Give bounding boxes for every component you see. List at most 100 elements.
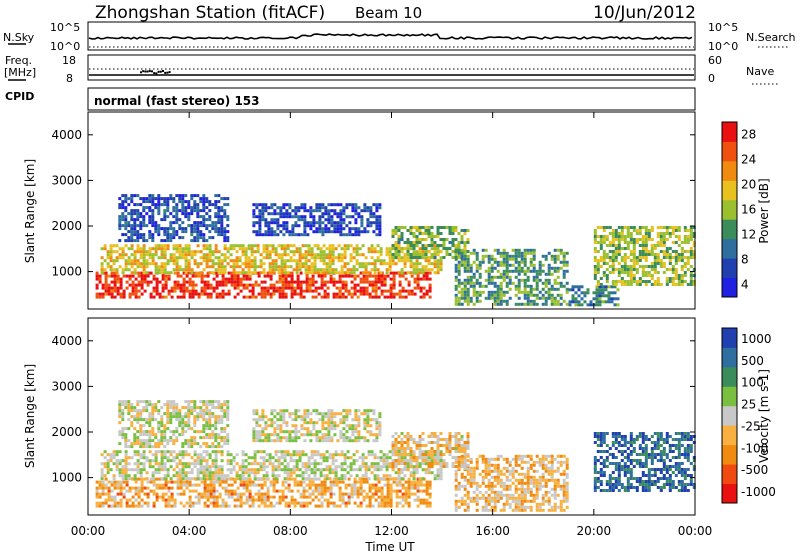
- nsearch-tick-top: 10^5: [708, 21, 738, 34]
- nsky-trace: [88, 33, 693, 40]
- heatmap-cell: [205, 200, 209, 204]
- heatmap-cell: [100, 262, 104, 266]
- heatmap-cell: [626, 244, 630, 247]
- heatmap-cell: [493, 293, 497, 297]
- heatmap-cell: [328, 256, 332, 260]
- heatmap-cell: [349, 465, 353, 469]
- heatmap-cell: [394, 232, 398, 235]
- heatmap-cell: [199, 471, 203, 475]
- heatmap-cell: [517, 248, 521, 252]
- heatmap-cell: [328, 465, 332, 469]
- freq-panel-frame: [87, 54, 696, 81]
- heatmap-cell: [190, 224, 194, 228]
- heatmap-cell: [124, 200, 128, 204]
- heatmap-cell: [347, 477, 351, 481]
- heatmap-cell: [142, 206, 146, 210]
- heatmap-cell: [251, 495, 255, 499]
- heatmap-cell: [127, 439, 131, 443]
- heatmap-cell: [317, 486, 321, 490]
- heatmap-cell: [644, 253, 648, 256]
- heatmap-cell: [386, 504, 390, 508]
- heatmap-cell: [410, 274, 414, 278]
- heatmap-cell: [256, 247, 260, 251]
- heatmap-cell: [469, 263, 473, 267]
- heatmap-cell: [103, 465, 107, 469]
- heatmap-cell: [167, 480, 171, 484]
- heatmap-cell: [674, 283, 678, 286]
- heatmap-cell: [190, 227, 194, 231]
- heatmap-cell: [166, 200, 170, 204]
- heatmap-cell: [262, 450, 266, 454]
- heatmap-cell: [278, 280, 282, 284]
- heatmap-cell: [242, 501, 246, 505]
- heatmap-cell: [635, 241, 639, 244]
- heatmap-cell: [647, 250, 651, 253]
- heatmap-cell: [157, 247, 161, 251]
- heatmap-cell: [421, 238, 425, 241]
- heatmap-cell: [365, 289, 369, 293]
- heatmap-cell: [617, 238, 621, 241]
- heatmap-cell: [187, 218, 191, 222]
- heatmap-cell: [112, 477, 116, 481]
- freq-blip: [140, 71, 142, 74]
- heatmap-cell: [211, 424, 215, 428]
- heatmap-cell: [205, 421, 209, 425]
- heatmap-cell: [395, 495, 399, 499]
- heatmap-cell: [614, 238, 618, 241]
- heatmap-cell: [205, 247, 209, 251]
- heatmap-cell: [290, 477, 294, 481]
- heatmap-cell: [404, 271, 408, 275]
- heatmap-cell: [326, 501, 330, 505]
- heatmap-cell: [298, 256, 302, 260]
- heatmap-cell: [341, 480, 345, 484]
- heatmap-cell: [508, 281, 512, 285]
- heatmap-cell: [493, 260, 497, 264]
- heatmap-cell: [339, 209, 343, 213]
- heatmap-cell: [214, 230, 218, 234]
- heatmap-cell: [166, 244, 170, 248]
- heatmap-cell: [184, 247, 188, 251]
- heatmap-cell: [385, 268, 389, 272]
- heatmap-cell: [487, 290, 491, 294]
- heatmap-cell: [577, 303, 581, 307]
- heatmap-cell: [617, 250, 621, 253]
- heatmap-cell: [140, 489, 144, 493]
- heatmap-cell: [293, 504, 297, 508]
- heatmap-cell: [329, 280, 333, 284]
- heatmap-cell: [611, 259, 615, 262]
- heatmap-cell: [261, 209, 265, 213]
- heatmap-cell: [112, 244, 116, 248]
- heatmap-cell: [185, 486, 189, 490]
- heatmap-cell: [297, 224, 301, 228]
- heatmap-cell: [427, 262, 431, 266]
- heatmap-cell: [496, 290, 500, 294]
- heatmap-cell: [202, 247, 206, 251]
- heatmap-cell: [118, 409, 122, 413]
- heatmap-cell: [236, 492, 240, 496]
- heatmap-cell: [160, 197, 164, 201]
- heatmap-cell: [355, 250, 359, 254]
- heatmap-cell: [214, 256, 218, 260]
- heatmap-cell: [290, 286, 294, 290]
- heatmap-cell: [202, 215, 206, 219]
- heatmap-cell: [230, 483, 234, 487]
- heatmap-cell: [173, 480, 177, 484]
- heatmap-cell: [127, 418, 131, 422]
- heatmap-cell: [358, 247, 362, 251]
- heatmap-cell: [547, 296, 551, 300]
- heatmap-cell: [668, 256, 672, 259]
- heatmap-cell: [357, 206, 361, 210]
- heatmap-cell: [404, 498, 408, 502]
- heatmap-cell: [298, 453, 302, 457]
- heatmap-cell: [205, 442, 209, 446]
- heatmap-cell: [127, 212, 131, 216]
- heatmap-cell: [211, 221, 215, 225]
- heatmap-cell: [383, 504, 387, 508]
- heatmap-cell: [275, 480, 279, 484]
- heatmap-cell: [514, 266, 518, 270]
- heatmap-cell: [166, 233, 170, 237]
- heatmap-cell: [248, 289, 252, 293]
- heatmap-cell: [238, 465, 242, 469]
- heatmap-cell: [199, 224, 203, 228]
- heatmap-cell: [653, 280, 657, 283]
